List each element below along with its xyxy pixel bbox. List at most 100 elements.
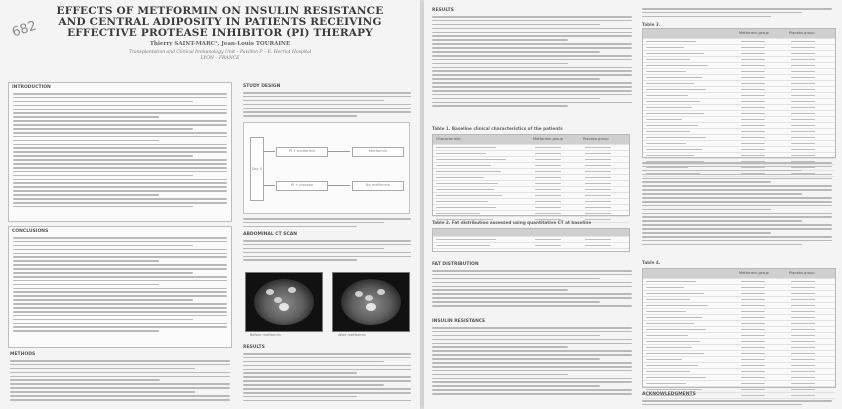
results-cont-heading: RESULTS xyxy=(432,8,454,13)
table-row xyxy=(643,285,835,291)
authors: Thierry SAINT-MARC¹, Jean-Louis TOURAINE xyxy=(149,41,291,47)
table-row xyxy=(433,151,629,157)
table-row xyxy=(433,181,629,187)
conclusions-box: CONCLUSIONS xyxy=(8,226,232,348)
ct-image-before xyxy=(245,272,323,332)
flow-end-a-box: Metformin xyxy=(352,147,404,157)
table-row xyxy=(643,99,835,105)
table-row xyxy=(643,387,835,393)
table-row xyxy=(643,303,835,309)
table-row xyxy=(643,75,835,81)
table-row xyxy=(643,135,835,141)
right-column-intro-text xyxy=(642,8,832,20)
table-row xyxy=(643,63,835,69)
table-row xyxy=(643,297,835,303)
table2-caption: Table 2. Fat distribution assessed using… xyxy=(432,220,592,225)
table-row xyxy=(643,351,835,357)
table4-header: Metformin group Placebo group xyxy=(643,269,835,279)
acknowledgments-heading: ACKNOWLEDGMENTS xyxy=(642,392,696,397)
table-row xyxy=(643,279,835,285)
results-heading: RESULTS xyxy=(243,345,265,350)
fat-distribution-heading: FAT DISTRIBUTION xyxy=(432,262,479,267)
introduction-heading: INTRODUCTION xyxy=(12,85,51,90)
methods-heading: METHODS xyxy=(10,352,36,357)
table-row xyxy=(643,57,835,63)
table-row xyxy=(433,193,629,199)
table3-header: Metformin group Placebo group xyxy=(643,29,835,39)
table-row xyxy=(433,237,629,243)
table-row xyxy=(643,309,835,315)
table-row xyxy=(433,145,629,151)
table1-col-a: Metformin group xyxy=(533,137,563,141)
handwritten-mark: 682 xyxy=(10,18,39,41)
poster-left-page: 682 EFFECTS OF METFORMIN ON INSULIN RESI… xyxy=(0,0,420,409)
introduction-text xyxy=(13,93,227,210)
title-line-3: EFFECTIVE PROTEASE INHIBITOR (PI) THERAP… xyxy=(67,27,373,39)
results-text xyxy=(243,353,411,404)
table-row xyxy=(643,345,835,351)
table-row xyxy=(643,363,835,369)
introduction-box: INTRODUCTION xyxy=(8,82,232,222)
conclusions-heading: CONCLUSIONS xyxy=(12,229,49,234)
results-cont-text xyxy=(432,16,632,109)
flow-arm-a-box: PI + metformin xyxy=(276,147,328,157)
affiliation-line-1: Transplantation and Clinical Immunology … xyxy=(128,50,312,55)
table-row xyxy=(433,205,629,211)
table-row xyxy=(643,375,835,381)
study-design-text xyxy=(243,92,411,119)
table-row xyxy=(433,157,629,163)
ct-image-after xyxy=(332,272,410,332)
study-flow-chart: Day 0 PI + metformin PI + placebo Metfor… xyxy=(243,122,410,214)
ct-scan-text xyxy=(243,240,411,263)
right-column-mid-text xyxy=(642,162,832,248)
insulin-resistance-text xyxy=(432,327,632,397)
table-row xyxy=(643,69,835,75)
table-row xyxy=(643,39,835,45)
table-row xyxy=(643,369,835,375)
flow-start-box: Day 0 xyxy=(250,137,264,201)
table-row xyxy=(433,187,629,193)
table-row xyxy=(643,321,835,327)
table1: Characteristic Metformin group Placebo g… xyxy=(432,134,630,223)
table1-caption: Table 1. Baseline clinical characteristi… xyxy=(432,126,563,131)
study-design-heading: STUDY DESIGN xyxy=(243,84,281,89)
acknowledgments-text xyxy=(642,400,832,408)
table2-header xyxy=(433,229,629,237)
affiliation: Transplantation and Clinical Immunology … xyxy=(40,50,400,61)
table1-header: Characteristic Metformin group Placebo g… xyxy=(433,135,629,145)
methods-text xyxy=(10,360,230,403)
table-row xyxy=(643,93,835,99)
flow-arrow xyxy=(328,151,350,152)
table-row xyxy=(643,291,835,297)
table-row xyxy=(643,357,835,363)
flow-arrow xyxy=(263,151,275,152)
table4: Metformin group Placebo group xyxy=(642,268,836,399)
ct-caption-before: Before metformin xyxy=(250,333,281,337)
table-row xyxy=(433,163,629,169)
flow-end-b-box: No metformin xyxy=(352,181,404,191)
table1-col-characteristic: Characteristic xyxy=(436,137,461,141)
table-row xyxy=(643,105,835,111)
flow-arrow xyxy=(263,185,275,186)
table3-caption: Table 3. xyxy=(642,22,661,27)
table3: Metformin group Placebo group xyxy=(642,28,836,177)
conclusions-text xyxy=(13,237,227,334)
table-row xyxy=(643,51,835,57)
table-row xyxy=(643,315,835,321)
table-row xyxy=(643,111,835,117)
flow-caption xyxy=(243,218,411,230)
table4-col-b: Placebo group xyxy=(789,271,815,275)
ct-scan-heading: ABDOMINAL CT SCAN xyxy=(243,232,298,237)
table-row xyxy=(643,153,835,159)
table-row xyxy=(643,117,835,123)
table-row xyxy=(643,87,835,93)
table-row xyxy=(643,381,835,387)
table-row xyxy=(643,333,835,339)
table-row xyxy=(643,393,835,399)
table4-caption: Table 4. xyxy=(642,260,661,265)
table3-col-a: Metformin group xyxy=(739,31,769,35)
poster-title: EFFECTS OF METFORMIN ON INSULIN RESISTAN… xyxy=(40,6,400,39)
table-row xyxy=(643,45,835,51)
flow-arrow xyxy=(328,185,350,186)
table-row xyxy=(643,141,835,147)
